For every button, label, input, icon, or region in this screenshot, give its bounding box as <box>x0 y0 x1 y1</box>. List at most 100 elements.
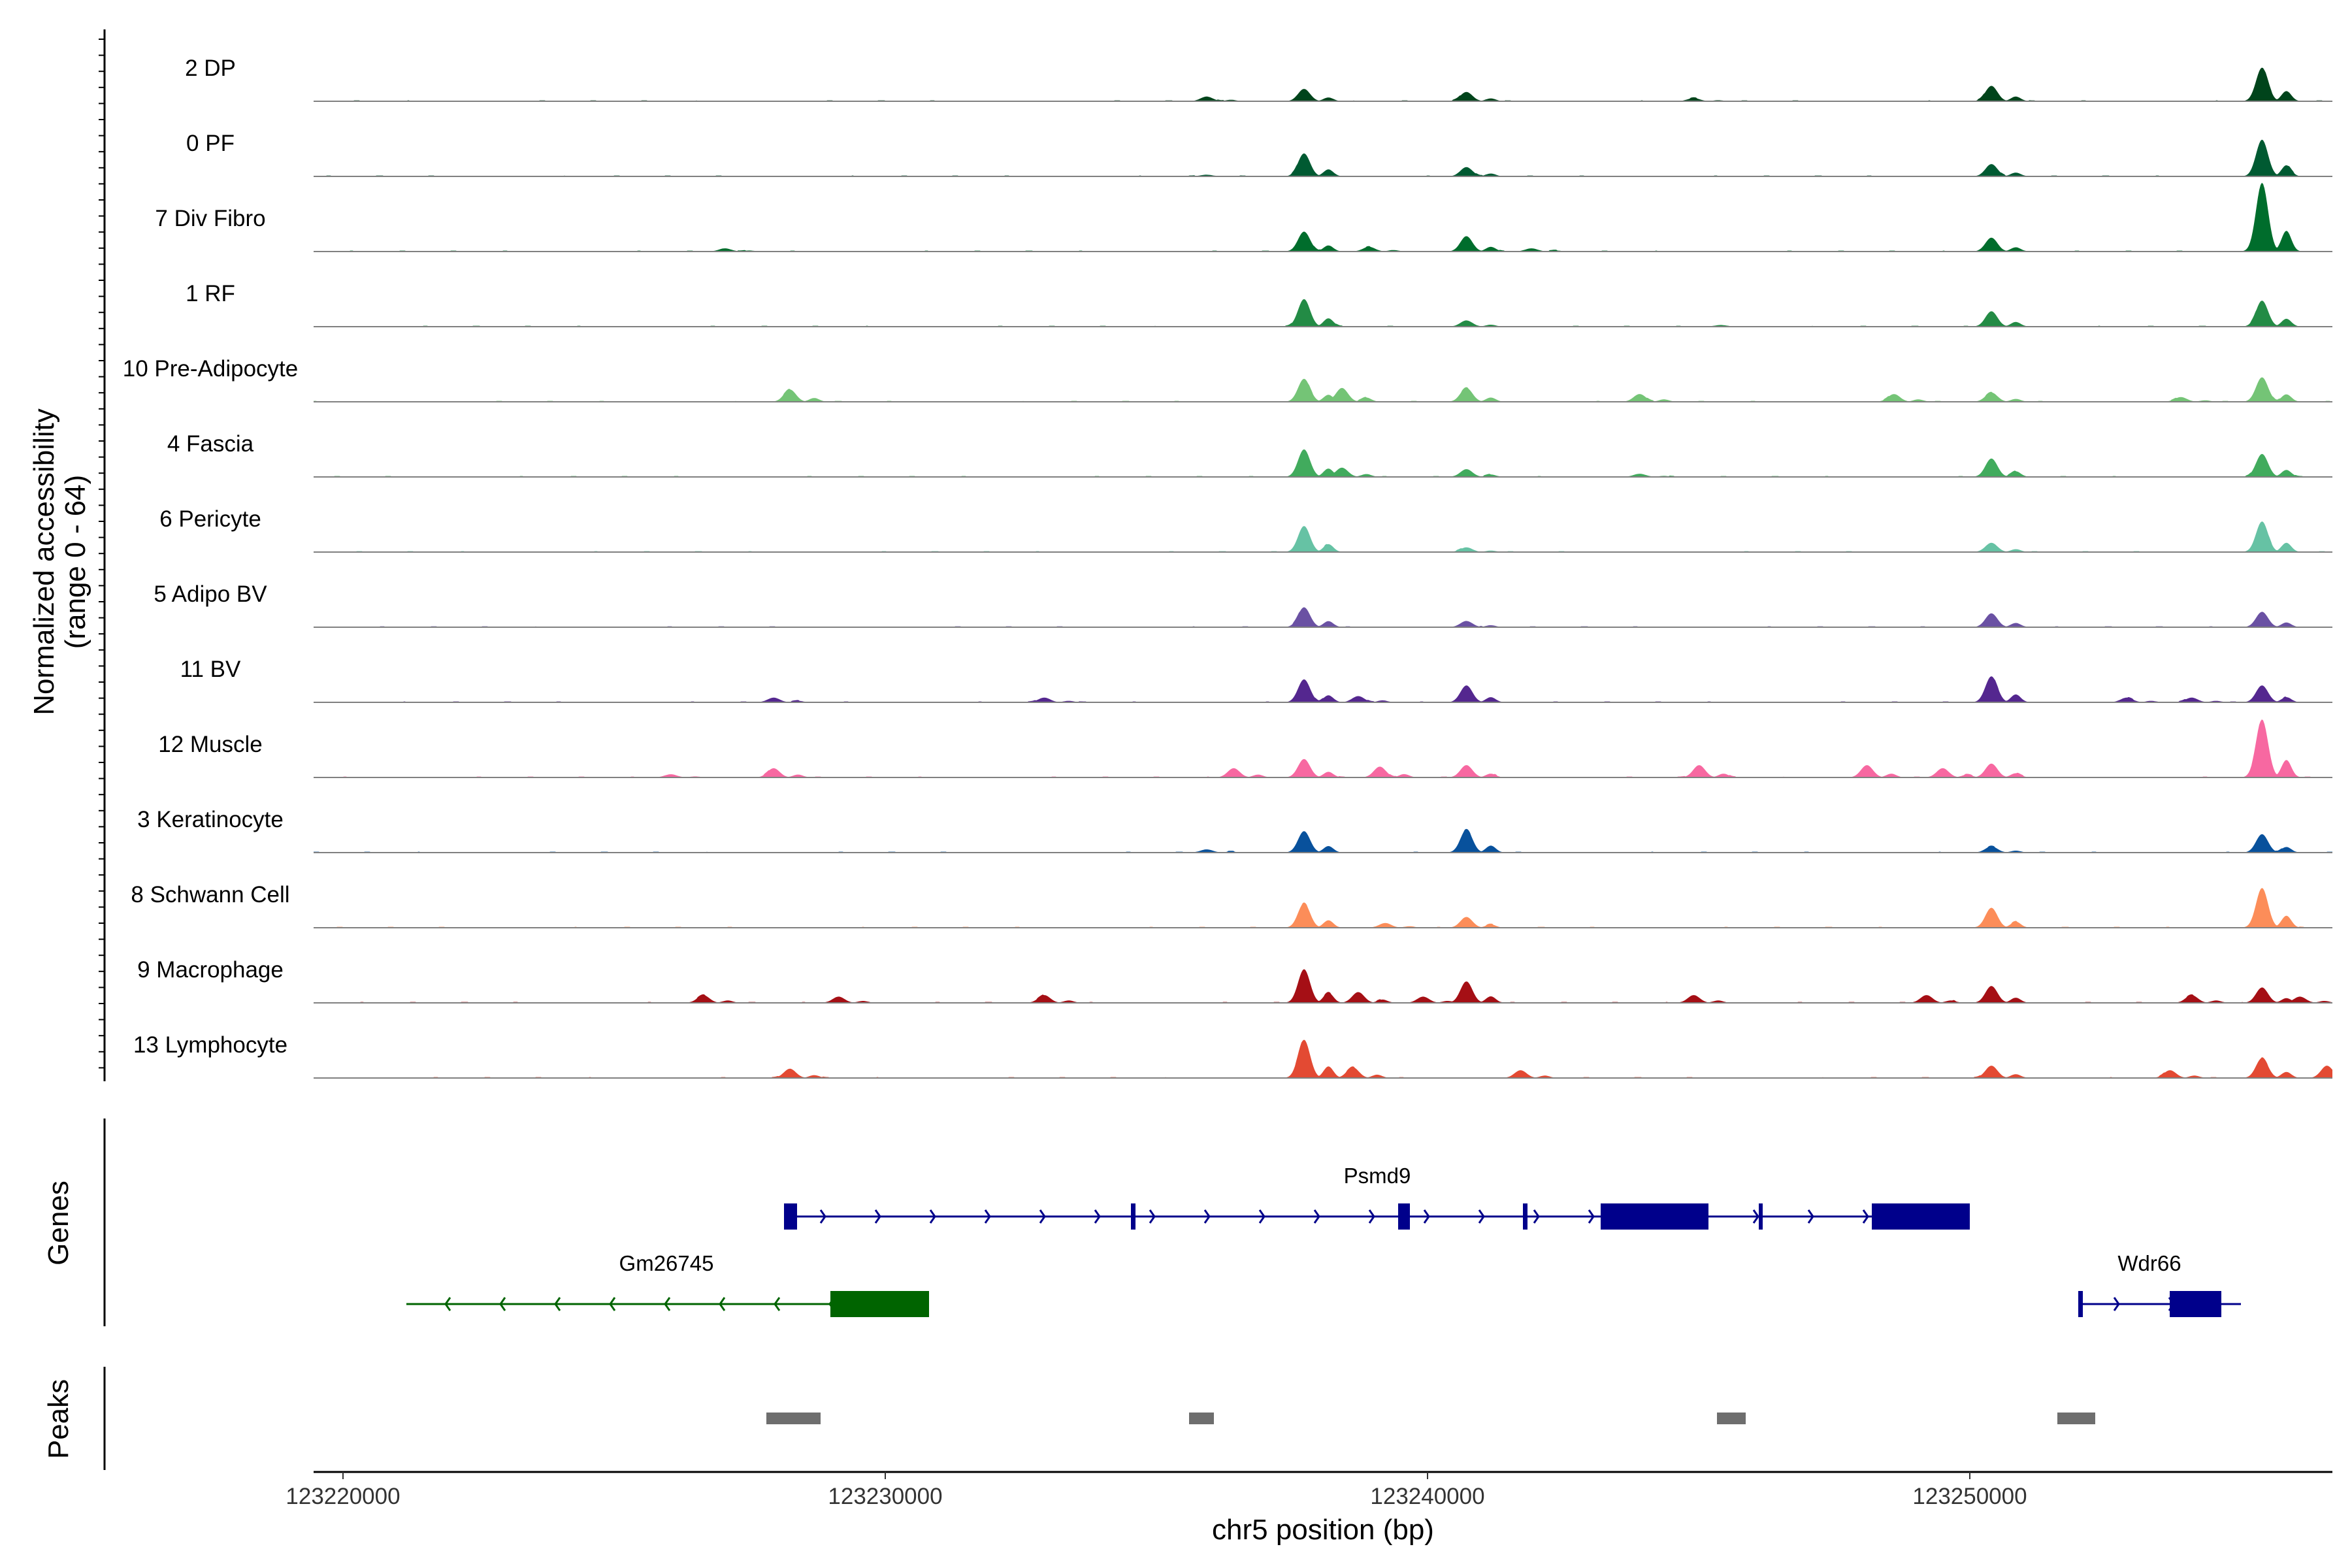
coverage-area <box>314 521 2332 552</box>
strand-arrow-icon <box>664 1297 671 1311</box>
track-9-macrophage: 9 Macrophage <box>137 957 2332 1004</box>
track-label: 2 DP <box>185 56 236 81</box>
gene-exon <box>830 1291 929 1317</box>
strand-arrow-icon <box>1094 1209 1101 1224</box>
coverage-y-axis <box>99 29 106 1081</box>
strand-arrow-icon <box>1258 1209 1266 1224</box>
strand-arrow-icon <box>499 1297 506 1311</box>
coverage-tracks: 2 DP 0 PF 7 Div Fibro 1 RF 10 Pre-Adipocyte 4… <box>123 56 2332 1079</box>
gene-psmd9: Psmd9 <box>784 1164 1970 1230</box>
coverage-y-axis-title-line1: Normalized accessibility <box>28 408 60 715</box>
coverage-area <box>314 1039 2332 1078</box>
track-label: 8 Schwann Cell <box>131 882 289 907</box>
peak-region <box>2057 1413 2095 1424</box>
track-1-rf: 1 RF <box>186 281 2332 327</box>
strand-arrow-icon <box>929 1209 936 1224</box>
coverage-area <box>314 182 2332 252</box>
strand-arrow-icon <box>1588 1209 1595 1224</box>
track-5-adipo-bv: 5 Adipo BV <box>154 581 2332 628</box>
strand-arrow-icon <box>1313 1209 1320 1224</box>
strand-arrow-icon <box>1423 1209 1430 1224</box>
track-label: 10 Pre-Adipocyte <box>123 356 298 382</box>
coverage-area <box>314 607 2332 627</box>
track-8-schwann-cell: 8 Schwann Cell <box>131 882 2332 928</box>
track-12-muscle: 12 Muscle <box>158 719 2332 778</box>
peak-region <box>1717 1413 1746 1424</box>
track-11-bv: 11 BV <box>180 657 2332 703</box>
coverage-area <box>314 828 2332 853</box>
gene-exon <box>1523 1203 1527 1230</box>
coverage-area <box>314 888 2332 928</box>
strand-arrow-icon <box>874 1209 881 1224</box>
coverage-area <box>314 299 2332 327</box>
x-tick-label: 123230000 <box>828 1484 942 1509</box>
peaks-track <box>766 1413 2095 1424</box>
strand-arrow-icon <box>1368 1209 1375 1224</box>
gene-exon <box>1759 1203 1763 1230</box>
strand-arrow-icon <box>774 1297 781 1311</box>
track-label: 4 Fascia <box>167 431 254 457</box>
gene-label: Gm26745 <box>619 1251 714 1275</box>
track-13-lymphocyte: 13 Lymphocyte <box>133 1032 2332 1079</box>
track-7-div-fibro: 7 Div Fibro <box>155 182 2332 252</box>
track-label: 9 Macrophage <box>137 957 284 983</box>
coverage-area <box>314 719 2332 777</box>
strand-arrow-icon <box>1807 1209 1814 1224</box>
strand-arrow-icon <box>444 1297 451 1311</box>
strand-arrow-icon <box>2113 1297 2120 1311</box>
x-axis-title: chr5 position (bp) <box>1212 1514 1434 1546</box>
gene-gm26745: Gm26745 <box>406 1251 929 1317</box>
gene-label: Wdr66 <box>2117 1251 2181 1275</box>
track-label: 7 Div Fibro <box>155 206 265 231</box>
gene-exon <box>1601 1203 1708 1230</box>
coverage-area <box>314 377 2332 402</box>
track-2-dp: 2 DP <box>185 56 2332 102</box>
track-label: 13 Lymphocyte <box>133 1032 287 1058</box>
strand-arrow-icon <box>1752 1209 1759 1224</box>
x-tick-label: 123220000 <box>286 1484 400 1509</box>
strand-arrow-icon <box>554 1297 561 1311</box>
track-6-pericyte: 6 Pericyte <box>159 506 2332 553</box>
coverage-y-axis-title-line2: (range 0 - 64) <box>59 475 91 649</box>
track-3-keratinocyte: 3 Keratinocyte <box>137 807 2332 853</box>
coverage-area <box>314 449 2332 477</box>
coverage-area <box>314 139 2332 176</box>
strand-arrow-icon <box>609 1297 616 1311</box>
track-label: 3 Keratinocyte <box>137 807 284 832</box>
strand-arrow-icon <box>1203 1209 1211 1224</box>
coverage-area <box>314 969 2332 1003</box>
gene-exon <box>1872 1203 1970 1230</box>
track-0-pf: 0 PF <box>186 131 2332 177</box>
gene-exon <box>1131 1203 1135 1230</box>
strand-arrow-icon <box>1149 1209 1156 1224</box>
gene-exon <box>1398 1203 1410 1230</box>
x-tick-label: 123250000 <box>1912 1484 2027 1509</box>
strand-arrow-icon <box>1039 1209 1046 1224</box>
strand-arrow-icon <box>1478 1209 1485 1224</box>
genes-panel-title: Genes <box>42 1181 74 1266</box>
gene-exon <box>2078 1291 2083 1317</box>
peaks-panel-title: Peaks <box>42 1379 74 1459</box>
coverage-area <box>314 67 2332 101</box>
track-label: 6 Pericyte <box>159 506 261 532</box>
x-tick-label: 123240000 <box>1370 1484 1484 1509</box>
track-label: 5 Adipo BV <box>154 581 267 607</box>
strand-arrow-icon <box>984 1209 991 1224</box>
peak-region <box>766 1413 821 1424</box>
x-axis: 123220000 123230000 123240000 123250000 <box>286 1472 2027 1509</box>
strand-arrow-icon <box>719 1297 726 1311</box>
track-label: 1 RF <box>186 281 235 306</box>
strand-arrow-icon <box>1862 1209 1869 1224</box>
gene-wdr66: Wdr66 <box>2078 1251 2241 1317</box>
track-4-fascia: 4 Fascia <box>167 431 2332 478</box>
track-label: 0 PF <box>186 131 235 156</box>
gene-label: Psmd9 <box>1344 1164 1411 1188</box>
coverage-area <box>314 676 2332 702</box>
peak-region <box>1189 1413 1214 1424</box>
gene-exon <box>784 1203 797 1230</box>
gene-exon <box>2170 1291 2221 1317</box>
track-10-pre-adipocyte: 10 Pre-Adipocyte <box>123 356 2332 402</box>
genes-track: Psmd9 Gm26745 Wdr66 <box>406 1164 2241 1317</box>
track-label: 12 Muscle <box>158 732 263 757</box>
